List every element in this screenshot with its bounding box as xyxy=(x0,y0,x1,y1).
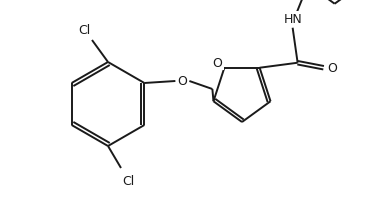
Text: Cl: Cl xyxy=(78,23,90,36)
Text: Cl: Cl xyxy=(122,175,134,188)
Text: O: O xyxy=(213,57,222,70)
Text: O: O xyxy=(328,62,338,75)
Text: HN: HN xyxy=(283,13,302,26)
Text: O: O xyxy=(178,75,187,88)
